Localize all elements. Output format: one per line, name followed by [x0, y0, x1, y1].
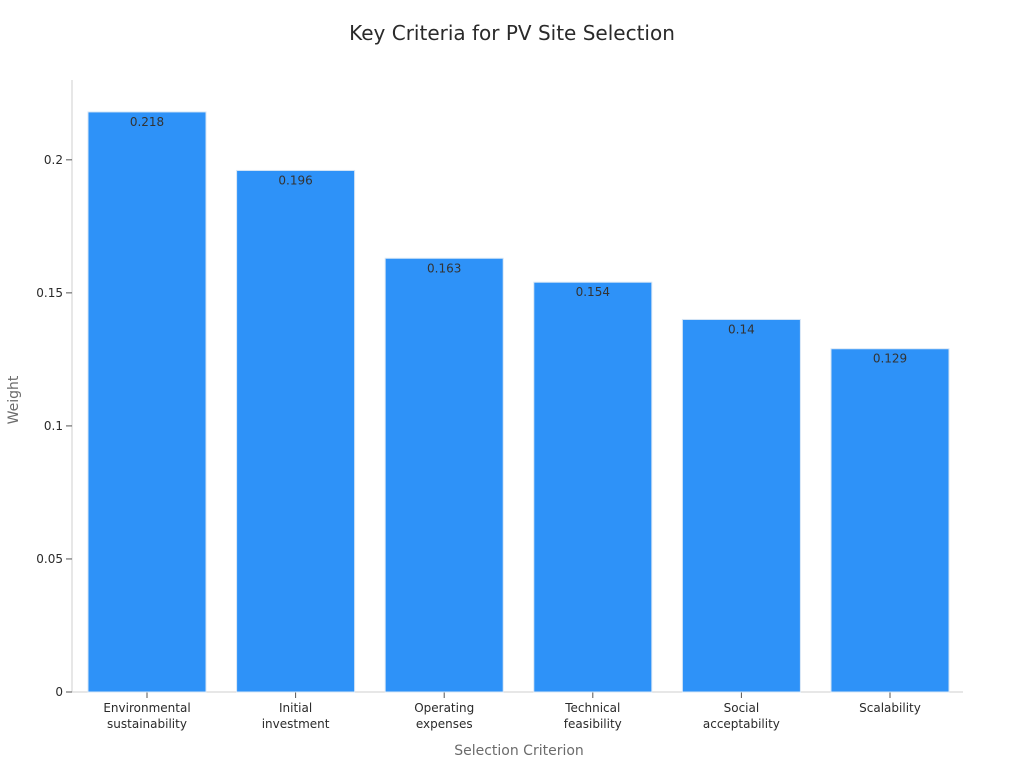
data-label: 0.196 [278, 173, 312, 187]
bar [830, 348, 950, 693]
data-label: 0.218 [130, 115, 164, 129]
bar [681, 318, 801, 693]
x-tick-label: Social acceptability [703, 701, 780, 731]
y-axis: 0 0.05 0.1 0.15 0.2 [36, 80, 73, 699]
data-label: 0.129 [873, 352, 907, 366]
bar [87, 111, 207, 693]
chart-title: Key Criteria for PV Site Selection [349, 21, 675, 45]
y-tick-label: 0.1 [44, 419, 63, 433]
x-tick-label: Technical feasibility [564, 701, 622, 731]
y-tick-label: 0.2 [44, 153, 63, 167]
y-axis-title: Weight [6, 375, 22, 424]
data-label: 0.154 [576, 285, 610, 299]
data-label: 0.163 [427, 261, 461, 275]
bar [533, 281, 653, 693]
x-tick-label: Environmental sustainability [103, 701, 190, 731]
y-tick-label: 0.15 [36, 286, 63, 300]
x-axis: Environmental sustainability Initial invest… [72, 691, 963, 731]
data-label: 0.14 [728, 322, 755, 336]
x-axis-title: Selection Criterion [454, 743, 584, 759]
bar [236, 169, 356, 693]
y-tick-label: 0.05 [36, 552, 63, 566]
bar [384, 257, 504, 693]
y-tick-label: 0 [55, 685, 63, 699]
x-tick-label: Operating expenses [414, 701, 474, 731]
x-tick-label: Initial investment [262, 701, 330, 731]
data-labels: 0.218 0.196 0.163 0.154 0.14 0.129 [130, 115, 907, 366]
x-tick-label: Scalability [859, 701, 921, 715]
bars [87, 111, 950, 693]
